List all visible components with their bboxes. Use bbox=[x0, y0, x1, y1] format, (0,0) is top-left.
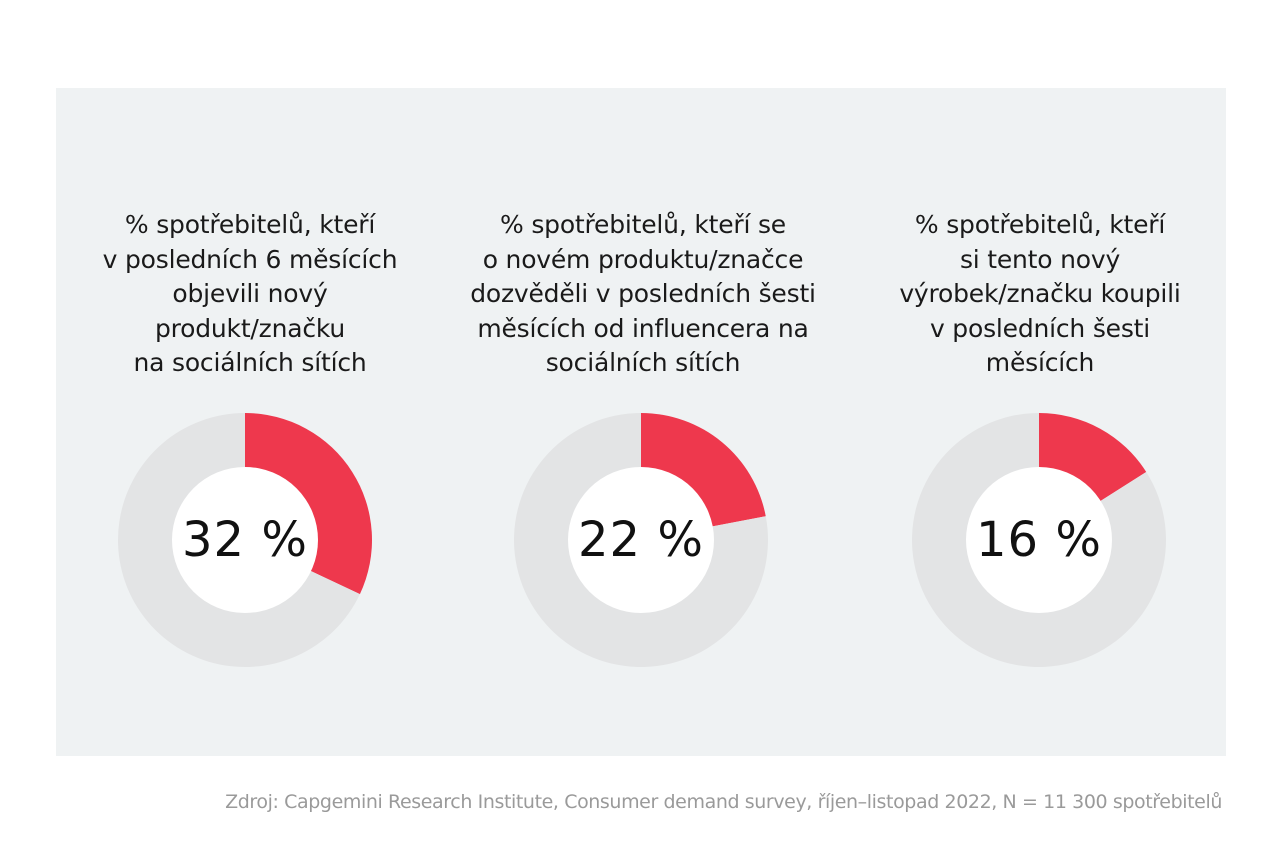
donut-hole bbox=[568, 467, 714, 613]
donut-hole bbox=[966, 467, 1112, 613]
source-note: Zdroj: Capgemini Research Institute, Con… bbox=[225, 791, 1222, 813]
chart-title-line: % spotřebitelů, kteří se bbox=[500, 210, 786, 239]
donut-value-label-1: 32 % bbox=[182, 512, 308, 568]
donut-chart-2 bbox=[514, 413, 768, 667]
chart-panel: % spotřebitelů, kteří v posledních 6 měs… bbox=[56, 88, 1226, 756]
donut-chart-1 bbox=[117, 413, 372, 667]
chart-title-line: % spotřebitelů, kteří bbox=[914, 210, 1166, 239]
chart-title-2: % spotřebitelů, kteří se o novém produkt… bbox=[453, 208, 833, 381]
chart-title-line: % spotřebitelů, kteří bbox=[124, 210, 376, 239]
chart-title-line: dozvěděli v posledních šesti bbox=[470, 279, 816, 308]
chart-title-line: na sociálních sítích bbox=[133, 348, 367, 377]
chart-title-line: o novém produktu/značce bbox=[482, 244, 804, 274]
chart-title-line: objevili nový bbox=[172, 279, 328, 308]
chart-title-line: v posledních šesti bbox=[929, 313, 1151, 343]
donut-hole bbox=[172, 467, 318, 613]
chart-title-line: výrobek/značku koupili bbox=[899, 279, 1181, 308]
chart-column-2: % spotřebitelů, kteří se o novém produkt… bbox=[453, 88, 833, 756]
chart-title-line: si tento nový bbox=[959, 244, 1121, 274]
donut-value-label-3: 16 % bbox=[976, 512, 1102, 568]
chart-title-line: produkt/značku bbox=[154, 313, 346, 343]
donut-value-label-2: 22 % bbox=[578, 512, 704, 568]
chart-title-line: měsících bbox=[985, 348, 1095, 377]
donut-chart-3 bbox=[912, 413, 1167, 667]
chart-title-line: měsících od influencera na bbox=[477, 313, 809, 343]
chart-column-3: % spotřebitelů, kteří si tento nový výro… bbox=[850, 88, 1230, 756]
chart-title-1: % spotřebitelů, kteří v posledních 6 měs… bbox=[60, 208, 440, 381]
chart-title-line: v posledních 6 měsících bbox=[102, 244, 398, 274]
chart-column-1: % spotřebitelů, kteří v posledních 6 měs… bbox=[60, 88, 440, 756]
chart-title-3: % spotřebitelů, kteří si tento nový výro… bbox=[850, 208, 1230, 381]
chart-title-line: sociálních sítích bbox=[545, 348, 741, 377]
